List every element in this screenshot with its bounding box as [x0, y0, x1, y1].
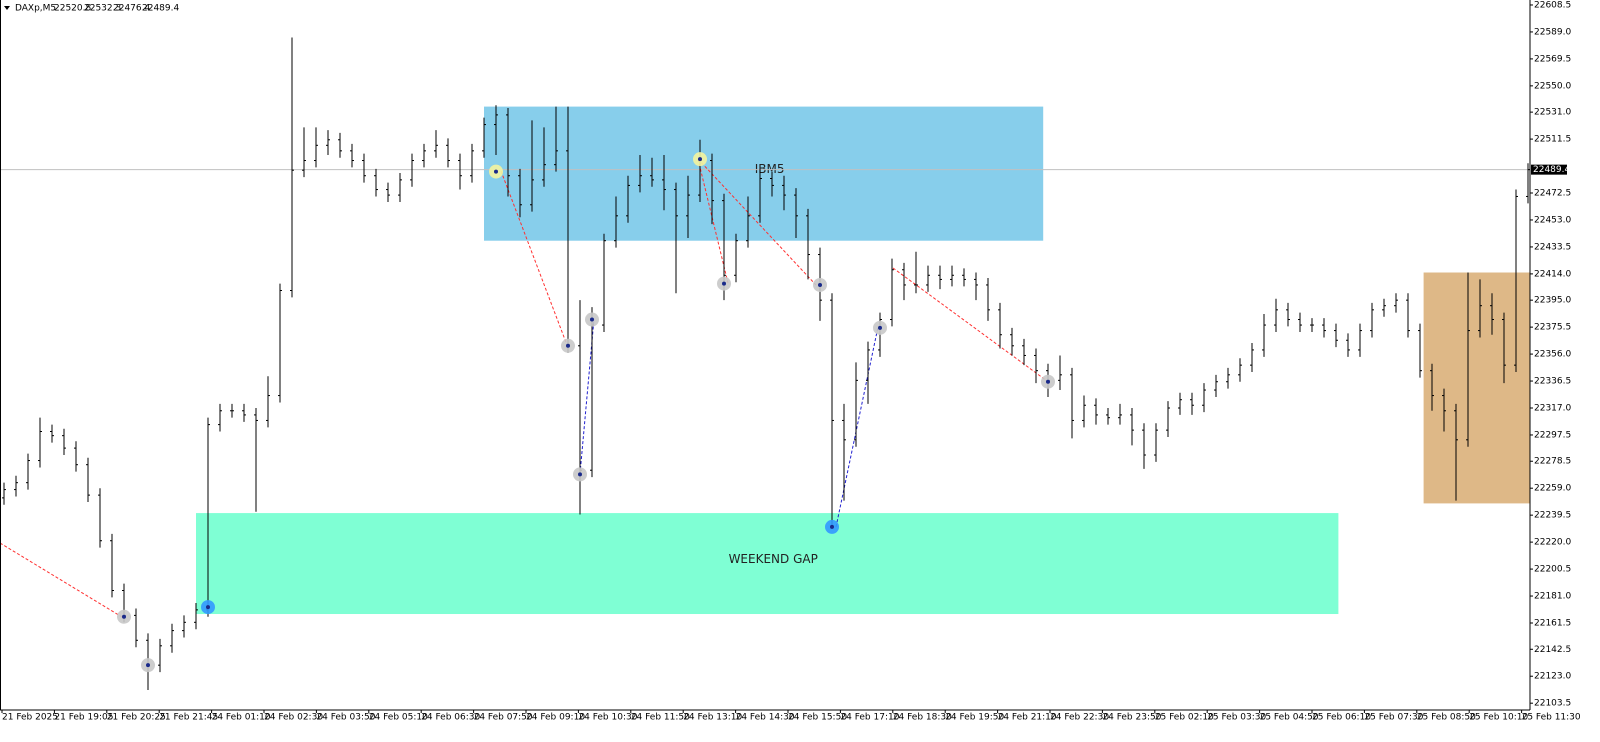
signal-dot — [830, 524, 834, 529]
x-tick-label: 24 Feb 10:30 — [578, 713, 637, 723]
y-tick-label: 22511.5 — [1534, 135, 1571, 145]
y-tick-label: 22569.5 — [1534, 54, 1571, 64]
y-tick-label: 22297.5 — [1534, 430, 1571, 440]
signal-dot — [722, 281, 726, 286]
x-tick-label: 24 Feb 06:30 — [421, 713, 480, 723]
header: DAXp,M5 22520.8 22532.3 22476.4 22489.4 — [4, 4, 179, 14]
x-tick-label: 24 Feb 05:10 — [369, 713, 428, 723]
signal-link — [0, 542, 123, 618]
x-tick-label: 24 Feb 19:50 — [945, 713, 1004, 723]
y-tick-label: 22336.5 — [1534, 377, 1571, 387]
header-close: 22489.4 — [142, 4, 179, 14]
signal-dot — [878, 325, 882, 330]
y-tick-label: 22161.5 — [1534, 618, 1571, 628]
x-tick-label: 25 Feb 06:10 — [1312, 713, 1371, 723]
signal-link — [892, 267, 1048, 382]
y-tick-label: 22375.5 — [1534, 323, 1571, 333]
header-low: 22476.4 — [113, 4, 150, 14]
y-tick-label: 22414.0 — [1534, 269, 1571, 279]
x-tick-label: 24 Feb 18:30 — [893, 713, 952, 723]
x-tick-label: 25 Feb 02:10 — [1155, 713, 1214, 723]
y-tick-label: 22531.0 — [1534, 108, 1571, 118]
x-tick-label: 21 Feb 20:25 — [107, 713, 166, 723]
y-tick-label: 22220.0 — [1534, 538, 1571, 548]
y-tick-label: 22356.0 — [1534, 350, 1571, 360]
signal-dot — [1046, 379, 1050, 384]
x-tick-label: 24 Feb 23:50 — [1102, 713, 1161, 723]
x-tick-label: 24 Feb 09:10 — [526, 713, 585, 723]
y-tick-label: 22181.0 — [1534, 592, 1571, 602]
x-tick-label: 24 Feb 17:10 — [840, 713, 899, 723]
axes: 22608.5 22589.0 22569.5 22550.0 22531.0 22511… — [1, 0, 1581, 723]
x-tick-label: 25 Feb 07:30 — [1364, 713, 1423, 723]
y-tick-label: 22472.5 — [1534, 189, 1571, 199]
y-tick-label: 22123.0 — [1534, 672, 1571, 682]
signal-dot — [146, 663, 150, 668]
signal-dot — [122, 614, 126, 619]
x-tick-label: 24 Feb 14:30 — [736, 713, 795, 723]
signal-dot — [206, 605, 210, 610]
y-tick-label: 22142.5 — [1534, 645, 1571, 655]
header-high: 22532.3 — [84, 4, 121, 14]
signal-link — [697, 158, 817, 286]
last-price-tag — [1531, 164, 1567, 175]
y-tick-label: 22239.5 — [1534, 511, 1571, 521]
signal-link — [835, 326, 879, 528]
x-tick-label: 21 Feb 19:05 — [54, 713, 113, 723]
signal-dot — [566, 343, 570, 348]
signal-dot — [578, 472, 582, 477]
bars — [2, 37, 1530, 691]
x-tick-label: 24 Feb 02:30 — [264, 713, 323, 723]
x-tick-label: 24 Feb 13:10 — [683, 713, 742, 723]
y-tick-label: 22259.0 — [1534, 484, 1571, 494]
zone — [484, 106, 1044, 241]
zone — [1423, 272, 1531, 504]
signal-link — [697, 158, 729, 284]
x-tick-label: 24 Feb 11:50 — [631, 713, 690, 723]
y-tick-label: 22103.5 — [1534, 699, 1571, 709]
last-price-label: 22489.4 — [1533, 165, 1570, 175]
x-tick-label: 24 Feb 01:10 — [212, 713, 271, 723]
signal-links — [0, 158, 1048, 618]
x-tick-label: 25 Feb 10:10 — [1469, 713, 1528, 723]
x-tick-label: 25 Feb 04:50 — [1260, 713, 1319, 723]
x-tick-label: 25 Feb 03:30 — [1207, 713, 1266, 723]
menu-arrow[interactable] — [4, 6, 10, 10]
x-tick-label: 21 Feb 21:45 — [159, 713, 218, 723]
signal-dot — [818, 282, 822, 287]
y-tick-label: 22278.5 — [1534, 457, 1571, 467]
y-tick-label: 22550.0 — [1534, 81, 1571, 91]
zone — [196, 513, 1339, 615]
y-tick-label: 22589.0 — [1534, 27, 1571, 37]
y-tick-label: 22200.5 — [1534, 565, 1571, 575]
signal-dot — [590, 317, 594, 322]
x-tick-label: 24 Feb 03:50 — [316, 713, 375, 723]
x-tick-label: 21 Feb 2025 — [2, 713, 58, 723]
signal-link — [500, 170, 568, 346]
x-tick-label: 25 Feb 08:50 — [1417, 713, 1476, 723]
symbol: DAXp,M5 — [15, 4, 56, 14]
y-tick-label: 22608.5 — [1534, 0, 1571, 10]
zone-label: WEEKEND GAP — [729, 552, 818, 566]
x-tick-label: 24 Feb 21:10 — [998, 713, 1057, 723]
header-open: 22520.8 — [54, 4, 91, 14]
y-tick-label: 22433.5 — [1534, 242, 1571, 252]
x-tick-label: 24 Feb 15:50 — [788, 713, 847, 723]
y-tick-label: 22453.0 — [1534, 215, 1571, 225]
markers — [117, 152, 1055, 673]
signal-dot — [494, 169, 498, 174]
y-tick-label: 22395.0 — [1534, 296, 1571, 306]
x-tick-label: 24 Feb 22:30 — [1050, 713, 1109, 723]
x-tick-label: 24 Feb 07:50 — [474, 713, 533, 723]
x-tick-label: 25 Feb 11:30 — [1522, 713, 1581, 723]
signal-link — [579, 318, 595, 475]
signal-dot — [698, 157, 702, 162]
y-tick-label: 22317.0 — [1534, 404, 1571, 414]
